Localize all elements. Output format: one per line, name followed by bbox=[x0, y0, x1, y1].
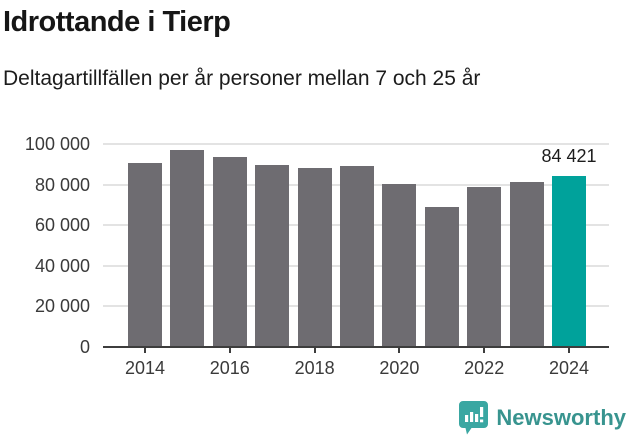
x-tick-label-2016: 2016 bbox=[209, 358, 250, 378]
plot-area: 84 421 bbox=[103, 143, 609, 353]
bar-2019 bbox=[340, 165, 374, 347]
page-title: Idrottande i Tierp bbox=[3, 6, 231, 38]
newsworthy-logo-icon bbox=[459, 401, 489, 435]
bar-chart: 84 421 0 20 000 40 000 60 000 80 000 100 000 … bbox=[0, 130, 631, 390]
bar-2023 bbox=[509, 182, 544, 347]
x-tick-2018 bbox=[313, 348, 316, 353]
bar-2021 bbox=[424, 207, 459, 347]
y-tick-label-40000: 40 000 bbox=[34, 255, 90, 276]
bar-2016 bbox=[212, 157, 247, 347]
bar-2018 bbox=[297, 167, 332, 347]
bar-2022 bbox=[467, 187, 502, 347]
page-subtitle: Deltagartillfällen per år personer mella… bbox=[3, 67, 481, 90]
bar-2017 bbox=[255, 164, 290, 347]
x-tick-2020 bbox=[398, 348, 401, 353]
bar-2024 bbox=[552, 175, 586, 347]
y-tick-label-0: 0 bbox=[79, 337, 90, 357]
bar-2020 bbox=[382, 184, 417, 347]
y-tick-label-20000: 20 000 bbox=[34, 296, 90, 317]
highlight-value-label: 84 421 bbox=[541, 146, 597, 166]
x-tick-label-2024: 2024 bbox=[548, 358, 590, 378]
x-axis-line bbox=[103, 346, 609, 348]
x-tick-label-2020: 2020 bbox=[379, 358, 420, 378]
x-tick-2016 bbox=[228, 348, 231, 353]
y-tick-label-80000: 80 000 bbox=[34, 174, 90, 195]
x-tick-label-2014: 2014 bbox=[124, 358, 166, 378]
bar-2015 bbox=[170, 150, 205, 347]
x-tick-2014 bbox=[144, 348, 146, 353]
y-tick-label-100000: 100 000 bbox=[24, 134, 90, 154]
bar-2014 bbox=[128, 162, 162, 347]
newsworthy-wordmark: Newsworthy bbox=[496, 405, 626, 430]
gridline-100000 bbox=[103, 143, 609, 145]
x-tick-2022 bbox=[483, 348, 486, 353]
newsworthy-logo: Newsworthy bbox=[458, 401, 626, 435]
x-tick-label-2022: 2022 bbox=[464, 358, 505, 378]
x-tick-2024 bbox=[568, 348, 570, 353]
x-tick-label-2018: 2018 bbox=[294, 358, 335, 378]
y-tick-label-60000: 60 000 bbox=[34, 215, 90, 236]
